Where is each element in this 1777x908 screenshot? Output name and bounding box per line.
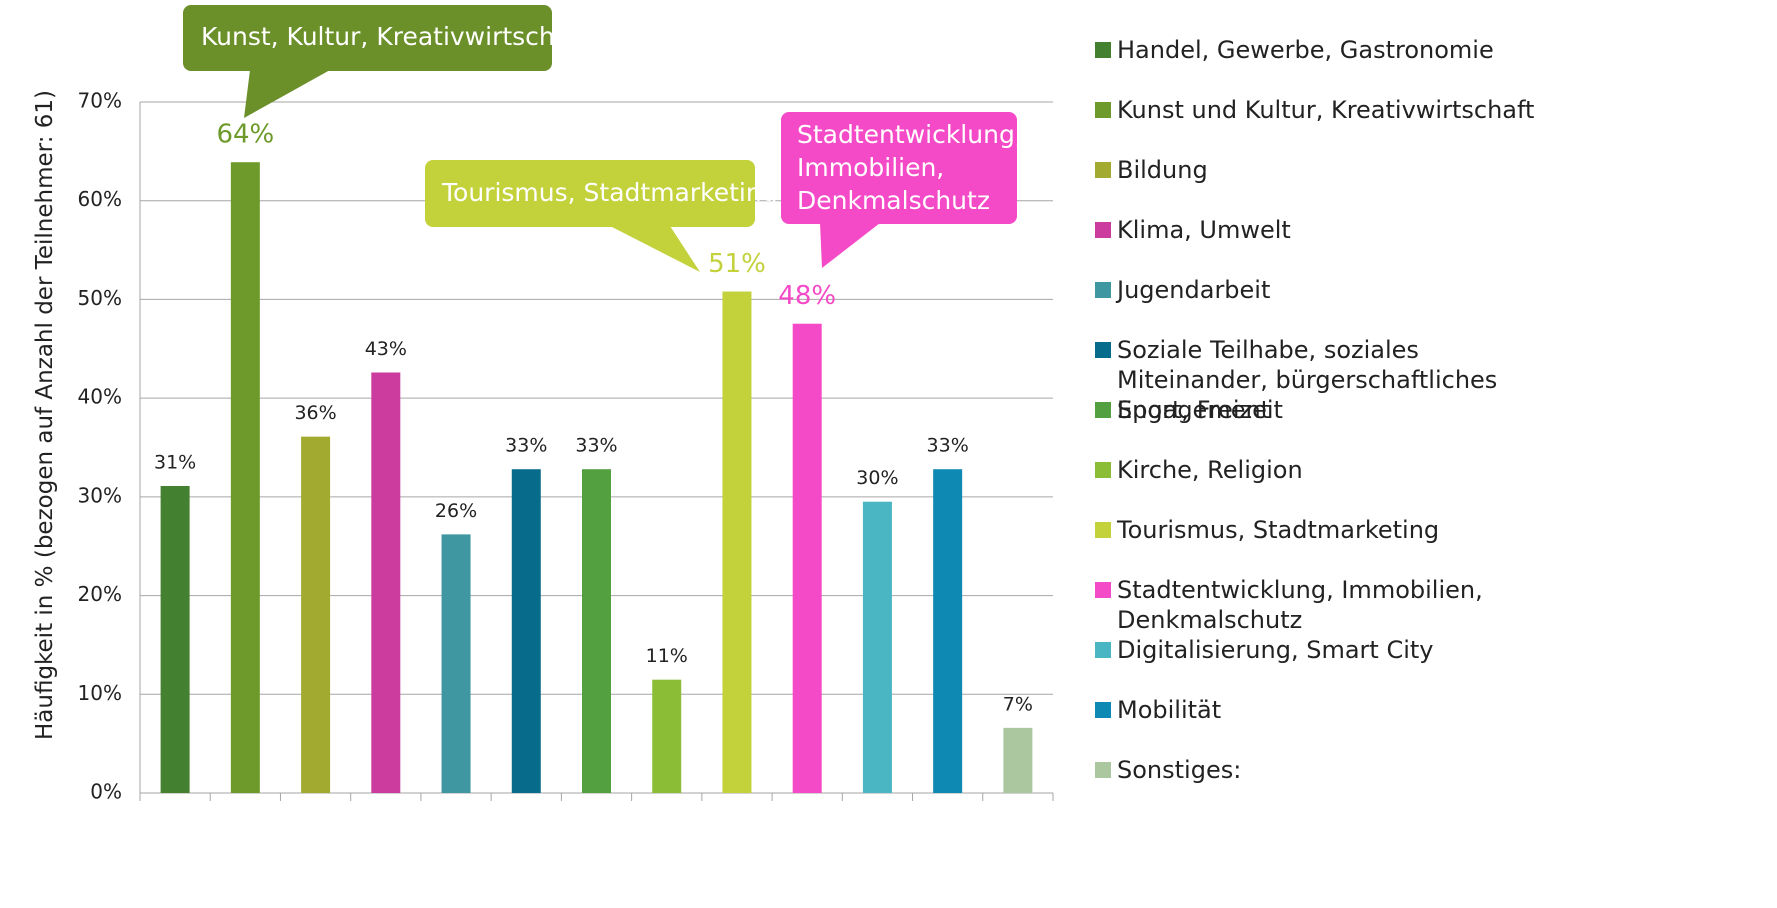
legend-label: Tourismus, Stadtmarketing <box>1117 516 1440 544</box>
legend-label: Digitalisierung, Smart City <box>1117 636 1434 664</box>
legend-label: Sport, Freizeit <box>1117 396 1283 424</box>
legend-swatch <box>1095 462 1111 478</box>
legend-swatch <box>1095 162 1111 178</box>
legend-swatch <box>1095 282 1111 298</box>
y-tick-label: 50% <box>78 286 122 310</box>
legend-swatch <box>1095 702 1111 718</box>
bar <box>301 436 331 793</box>
y-tick-label: 30% <box>78 483 122 507</box>
legend-swatch <box>1095 222 1111 238</box>
data-label: 7% <box>1003 693 1033 715</box>
bar <box>511 469 541 793</box>
data-label: 36% <box>294 402 336 424</box>
bar <box>792 323 822 793</box>
callout-pointer <box>820 223 880 268</box>
legend-label: Klima, Umwelt <box>1117 216 1291 244</box>
annotation: Kunst, Kultur, Kreativwirtschaft <box>201 22 589 51</box>
bar <box>582 469 611 793</box>
callout-pointer <box>610 226 700 272</box>
legend-swatch <box>1095 42 1111 58</box>
data-label: 43% <box>365 338 407 360</box>
y-tick-label: 20% <box>78 582 122 606</box>
legend-swatch <box>1095 582 1111 598</box>
legend-label: Stadtentwicklung, Immobilien, Denkmalsch… <box>1117 576 1483 634</box>
data-label: 51% <box>708 249 766 279</box>
y-axis-label: Häufigkeit in % (bezogen auf Anzahl der … <box>32 90 58 741</box>
legend-label: Jugendarbeit <box>1117 276 1271 304</box>
bar <box>441 534 471 793</box>
data-label: 26% <box>435 500 477 522</box>
legend-swatch <box>1095 102 1111 118</box>
y-tick-label: 0% <box>90 780 122 804</box>
legend-label: Kirche, Religion <box>1117 456 1303 484</box>
legend-swatch <box>1095 402 1111 418</box>
data-label: 48% <box>778 281 836 311</box>
data-label: 64% <box>216 120 274 150</box>
data-label: 11% <box>646 645 688 667</box>
legend-label: Sonstiges: <box>1117 756 1242 784</box>
legend-label: Kunst und Kultur, Kreativwirtschaft <box>1117 96 1535 124</box>
bar <box>160 485 190 793</box>
bar <box>652 679 682 793</box>
bar <box>862 501 892 793</box>
legend-label: Handel, Gewerbe, Gastronomie <box>1117 36 1494 64</box>
callout-pointer <box>244 70 330 118</box>
legend-swatch <box>1095 342 1111 358</box>
y-tick-label: 40% <box>78 385 122 409</box>
legend-label: Bildung <box>1117 156 1208 184</box>
callout-box <box>781 112 1017 224</box>
legend-swatch <box>1095 762 1111 778</box>
annotation: Tourismus, Stadtmarketing <box>442 178 778 207</box>
bar <box>371 372 401 793</box>
data-label: 33% <box>505 435 547 457</box>
data-label: 31% <box>154 451 196 473</box>
data-label: 33% <box>575 435 617 457</box>
bar <box>933 469 963 793</box>
data-label: 30% <box>856 467 898 489</box>
legend-swatch <box>1095 522 1111 538</box>
y-tick-label: 70% <box>78 89 122 113</box>
legend-label: Soziale Teilhabe, soziales Miteinander, … <box>1117 336 1498 424</box>
bar <box>230 162 260 794</box>
legend-swatch <box>1095 642 1111 658</box>
data-label: 33% <box>927 435 969 457</box>
y-tick-label: 10% <box>78 681 122 705</box>
annotation: Stadtentwicklung, Immobilien, Denkmalsch… <box>797 120 1023 215</box>
callout-box <box>183 5 552 71</box>
bar <box>1003 727 1033 793</box>
bar <box>722 291 752 793</box>
legend-label: Mobilität <box>1117 696 1222 724</box>
callout-box <box>425 160 755 227</box>
y-tick-label: 60% <box>78 187 122 211</box>
